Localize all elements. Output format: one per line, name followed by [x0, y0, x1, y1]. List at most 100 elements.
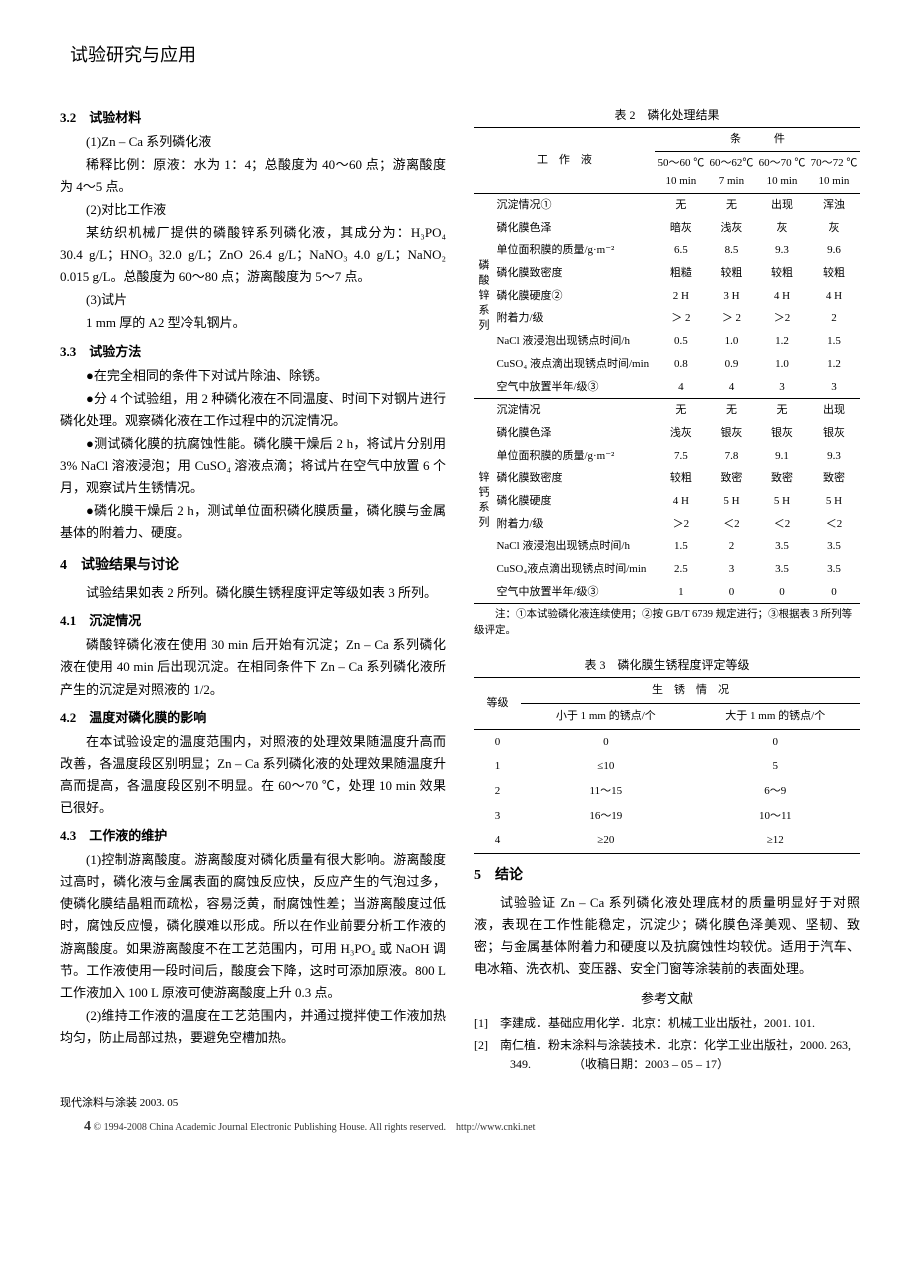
t2-col4: 70～72 ℃10 min: [808, 151, 860, 193]
para: (3)试片: [60, 289, 446, 311]
t2-row-label: 空气中放置半年/级③: [494, 581, 654, 604]
t2-row-label: 磷化膜致密度: [494, 262, 654, 285]
t2-cell: ＞2: [655, 513, 707, 536]
t2-cell: 银灰: [707, 422, 756, 445]
t2-cell: 暗灰: [655, 217, 707, 240]
para: 试验验证 Zn – Ca 系列磷化液处理底材的质量明显好于对照液，表现在工作性能…: [474, 892, 860, 980]
t2-cell: 5 H: [808, 490, 860, 513]
t2-cell: 无: [655, 194, 707, 217]
t3-cell: 2: [474, 779, 521, 804]
t2-cell: 3 H: [707, 285, 756, 308]
t2-row-label: 磷化膜色泽: [494, 422, 654, 445]
table3: 等级 生 锈 情 况 小于 1 mm 的锈点/个 大于 1 mm 的锈点/个 0…: [474, 677, 860, 854]
para: (2)维持工作液的温度在工艺范围内，并通过搅拌使工作液加热均匀，防止局部过热，要…: [60, 1005, 446, 1049]
para: (1)控制游离酸度。游离酸度对磷化质量有很大影响。游离酸度过高时，磷化液与金属表…: [60, 849, 446, 1004]
t2-cell: 2: [808, 307, 860, 330]
footer-text: © 1994-2008 China Academic Journal Elect…: [94, 1122, 536, 1133]
sec-num: 4.3: [60, 828, 76, 843]
t3-h2b: 大于 1 mm 的锈点/个: [691, 704, 860, 730]
t2-cell: ＞ 2: [707, 307, 756, 330]
t2-cell: 4 H: [756, 285, 808, 308]
t2-cell: 2.5: [655, 558, 707, 581]
table3-caption: 表 3 磷化膜生锈程度评定等级: [474, 655, 860, 675]
t3-body: 0001≤105211～156～9316～1910～114≥20≥12: [474, 729, 860, 853]
para: (2)对比工作液: [60, 199, 446, 221]
t2-cell: 粗糙: [655, 262, 707, 285]
t2-row-label: 沉淀情况: [494, 399, 654, 422]
section-3-3: 3.3 试验方法: [60, 341, 446, 363]
t2-row-label: NaCl 液浸泡出现锈点时间/h: [494, 535, 654, 558]
t2-cell: 出现: [808, 399, 860, 422]
t2-cell: 较粗: [756, 262, 808, 285]
t2-cell: 0.5: [655, 330, 707, 353]
t2-cell: 0: [707, 581, 756, 604]
t2-cell: 2: [707, 535, 756, 558]
t2-cell: 7.5: [655, 445, 707, 468]
sec-num: 3.3: [60, 344, 76, 359]
bullet: ●在完全相同的条件下对试片除油、除锈。: [60, 365, 446, 387]
table2-note: 注：①本试验磷化液连续使用；②按 GB/T 6739 规定进行；③根据表 3 所…: [474, 607, 860, 639]
t2-cell: 灰: [756, 217, 808, 240]
t2-group2-body: 锌钙系列沉淀情况无无无出现磷化膜色泽浅灰银灰银灰银灰单位面积膜的质量/g·m⁻²…: [474, 399, 860, 604]
t2-head-gzy: 工 作 液: [474, 127, 655, 193]
t2-group-label: 磷酸锌系列: [474, 194, 494, 399]
t2-col2: 60～62℃7 min: [707, 151, 756, 193]
sec-title: 试验材料: [89, 110, 141, 125]
t3-h2: 生 锈 情 况: [521, 678, 860, 704]
t2-group1-body: 磷酸锌系列沉淀情况①无无出现浑浊磷化膜色泽暗灰浅灰灰灰单位面积膜的质量/g·m⁻…: [474, 194, 860, 399]
t2-row-label: NaCl 液浸泡出现锈点时间/h: [494, 330, 654, 353]
t2-cell: 致密: [756, 467, 808, 490]
t3-h1: 等级: [474, 678, 521, 729]
t2-row-label: 单位面积膜的质量/g·m⁻²: [494, 445, 654, 468]
t3-cell: 4: [474, 828, 521, 853]
t3-cell: ≥12: [691, 828, 860, 853]
t2-cell: 出现: [756, 194, 808, 217]
t2-cell: 3.5: [756, 558, 808, 581]
t3-cell: 0: [474, 729, 521, 754]
t3-cell: 1: [474, 754, 521, 779]
t2-cell: 浑浊: [808, 194, 860, 217]
t3-cell: 11～15: [521, 779, 690, 804]
sec-title: 温度对磷化膜的影响: [89, 710, 206, 725]
t2-row-label: 磷化膜致密度: [494, 467, 654, 490]
t2-cell: 银灰: [808, 422, 860, 445]
section-5: 5 结论: [474, 864, 860, 888]
t2-cell: 0.9: [707, 353, 756, 376]
t2-cell: 5 H: [756, 490, 808, 513]
t2-cell: 3: [808, 376, 860, 399]
t2-cell: 9.3: [756, 239, 808, 262]
t2-cell: 浅灰: [655, 422, 707, 445]
sec-num: 3.2: [60, 110, 76, 125]
t2-cell: ＜2: [808, 513, 860, 536]
footer-copyright: 4 © 1994-2008 China Academic Journal Ele…: [60, 1115, 860, 1139]
t2-cell: 1.2: [756, 330, 808, 353]
t2-row-label: 磷化膜色泽: [494, 217, 654, 240]
sec-num: 4.2: [60, 710, 76, 725]
t3-cell: 5: [691, 754, 860, 779]
sec-num: 4.1: [60, 613, 76, 628]
sec-title: 工作液的维护: [89, 828, 167, 843]
t2-cell: 3.5: [808, 558, 860, 581]
t2-cell: 无: [756, 399, 808, 422]
section-4-1: 4.1 沉淀情况: [60, 610, 446, 632]
t2-cell: 4 H: [655, 490, 707, 513]
t2-cell: 7.8: [707, 445, 756, 468]
t2-cell: 1.5: [808, 330, 860, 353]
footer: 现代涂料与涂装 2003. 05 4 © 1994-2008 China Aca…: [60, 1094, 860, 1138]
t3-cell: 0: [521, 729, 690, 754]
t2-cell: 4: [707, 376, 756, 399]
t2-row-label: CuSO₄ 液点滴出现锈点时间/min: [494, 353, 654, 376]
left-column: 3.2 试验材料 (1)Zn – Ca 系列磷化液 稀释比例：原液：水为 1：4…: [60, 101, 446, 1076]
t2-cell: 无: [707, 194, 756, 217]
reference-item: [2] 南仁植．粉末涂料与涂装技术．北京：化学工业出版社，2000. 263, …: [474, 1036, 860, 1074]
page-header: 试验研究与应用: [70, 40, 860, 71]
t2-cell: 浅灰: [707, 217, 756, 240]
t3-cell: 0: [691, 729, 860, 754]
t2-cell: 4 H: [808, 285, 860, 308]
t2-cell: 较粗: [655, 467, 707, 490]
t2-cell: ＞ 2: [655, 307, 707, 330]
t2-cell: 致密: [707, 467, 756, 490]
sec-num: 4: [60, 558, 67, 573]
para: 在本试验设定的温度范围内，对照液的处理效果随温度升高而改善，各温度段区别明显；Z…: [60, 731, 446, 819]
t2-cell: 1: [655, 581, 707, 604]
